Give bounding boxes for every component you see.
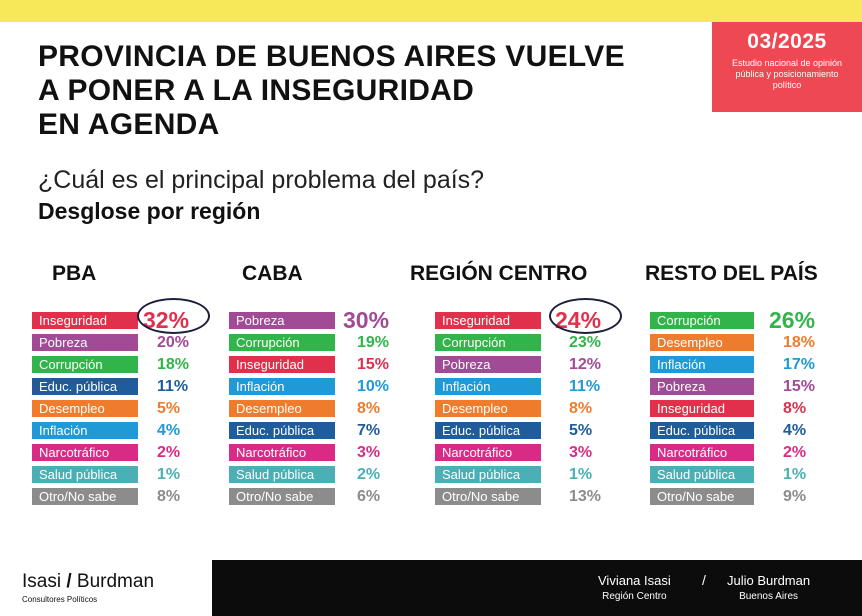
category-label: Inflación	[435, 378, 541, 395]
category-label: Educ. pública	[229, 422, 335, 439]
category-label: Educ. pública	[32, 378, 138, 395]
top-accent-bar	[0, 0, 862, 22]
category-label: Pobreza	[435, 356, 541, 373]
category-label: Inseguridad	[650, 400, 754, 417]
category-label: Otro/No sabe	[229, 488, 335, 505]
percentage-value: 19%	[357, 334, 390, 351]
percentage-value: 3%	[569, 444, 593, 461]
category-label: Otro/No sabe	[650, 488, 754, 505]
category-label: Salud pública	[229, 466, 335, 483]
category-label: Corrupción	[435, 334, 541, 351]
percentage-value: 17%	[783, 356, 816, 373]
category-label: Inseguridad	[229, 356, 335, 373]
survey-question: ¿Cuál es el principal problema del país?	[38, 166, 485, 194]
category-label: Salud pública	[32, 466, 138, 483]
title-line-3: EN AGENDA	[38, 108, 220, 141]
percentage-value: 26%	[769, 307, 816, 333]
category-label: Pobreza	[32, 334, 138, 351]
percentage-value: 2%	[783, 444, 807, 461]
percentage-value: 20%	[157, 334, 190, 351]
percentage-value: 30%	[343, 307, 390, 333]
category-label: Inflación	[650, 356, 754, 373]
author-role: Buenos Aires	[739, 591, 799, 602]
percentage-value: 2%	[357, 466, 381, 483]
percentage-value: 13%	[569, 488, 602, 505]
category-label: Narcotráfico	[229, 444, 335, 461]
percentage-value: 15%	[783, 378, 816, 395]
category-label: Desempleo	[229, 400, 335, 417]
chart-subtitle: Desglose por región	[38, 198, 261, 224]
percentage-value: 4%	[157, 422, 181, 439]
brand-logo: Isasi / Burdman	[22, 571, 154, 593]
percentage-value: 8%	[569, 400, 593, 417]
percentage-value: 15%	[357, 356, 390, 373]
percentage-value: 12%	[569, 356, 602, 373]
category-label: Pobreza	[229, 312, 335, 329]
percentage-value: 4%	[783, 422, 807, 439]
percentage-value: 11%	[157, 378, 189, 395]
category-label: Desempleo	[650, 334, 754, 351]
region-title: REGIÓN CENTRO	[410, 262, 588, 285]
percentage-value: 18%	[783, 334, 816, 351]
percentage-value: 3%	[357, 444, 381, 461]
percentage-value: 1%	[783, 466, 807, 483]
category-label: Narcotráfico	[32, 444, 138, 461]
category-label: Inflación	[229, 378, 335, 395]
percentage-value: 23%	[569, 334, 602, 351]
percentage-value: 10%	[357, 378, 390, 395]
percentage-value: 1%	[157, 466, 181, 483]
footer-credits-bar	[212, 560, 862, 616]
author-isasi: Viviana Isasi Región Centro	[598, 573, 671, 605]
percentage-value: 11%	[569, 378, 601, 395]
percentage-value: 9%	[783, 488, 807, 505]
author-burdman: Julio Burdman Buenos Aires	[727, 573, 810, 605]
category-label: Inflación	[32, 422, 138, 439]
percentage-value: 6%	[357, 488, 381, 505]
brand-name-left: Isasi	[22, 571, 62, 592]
author-name: Julio Burdman	[727, 573, 811, 588]
category-label: Inseguridad	[32, 312, 138, 329]
category-label: Desempleo	[435, 400, 541, 417]
author-separator: /	[702, 572, 706, 588]
percentage-value: 1%	[569, 466, 593, 483]
percentage-value: 8%	[157, 488, 181, 505]
region-title: CABA	[242, 262, 303, 285]
date-badge: 03/2025 Estudio nacional de opinión públ…	[712, 22, 862, 112]
category-label: Salud pública	[435, 466, 541, 483]
category-label: Corrupción	[32, 356, 138, 373]
percentage-value: 5%	[157, 400, 181, 417]
author-role: Región Centro	[602, 591, 667, 602]
category-label: Narcotráfico	[650, 444, 754, 461]
study-description: Estudio nacional de opinión pública y po…	[731, 58, 843, 90]
category-label: Desempleo	[32, 400, 138, 417]
percentage-value: 5%	[569, 422, 593, 439]
page-title: PROVINCIA DE BUENOS AIRES VUELVE A PONER…	[38, 40, 718, 142]
category-label: Inseguridad	[435, 312, 541, 329]
category-label: Narcotráfico	[435, 444, 541, 461]
category-label: Educ. pública	[650, 422, 754, 439]
percentage-value: 7%	[357, 422, 381, 439]
author-name: Viviana Isasi	[598, 573, 671, 588]
category-label: Otro/No sabe	[32, 488, 138, 505]
region-title: RESTO DEL PAÍS	[645, 262, 818, 285]
percentage-value: 18%	[157, 356, 190, 373]
title-line-2: A PONER A LA INSEGURIDAD	[38, 74, 475, 107]
brand-tagline: Consultores Políticos	[22, 595, 98, 604]
percentage-value: 8%	[357, 400, 381, 417]
title-line-1: PROVINCIA DE BUENOS AIRES VUELVE	[38, 40, 625, 73]
category-label: Educ. pública	[435, 422, 541, 439]
category-label: Otro/No sabe	[435, 488, 541, 505]
category-label: Corrupción	[650, 312, 754, 329]
category-label: Salud pública	[650, 466, 754, 483]
category-label: Pobreza	[650, 378, 754, 395]
highlight-circle	[137, 298, 210, 334]
percentage-value: 2%	[157, 444, 181, 461]
region-title: PBA	[52, 262, 97, 285]
date-label: 03/2025	[747, 30, 827, 53]
category-label: Corrupción	[229, 334, 335, 351]
brand-name-right: Burdman	[76, 571, 155, 592]
highlight-circle	[549, 298, 622, 334]
brand-slash: /	[66, 571, 72, 592]
percentage-value: 8%	[783, 400, 807, 417]
